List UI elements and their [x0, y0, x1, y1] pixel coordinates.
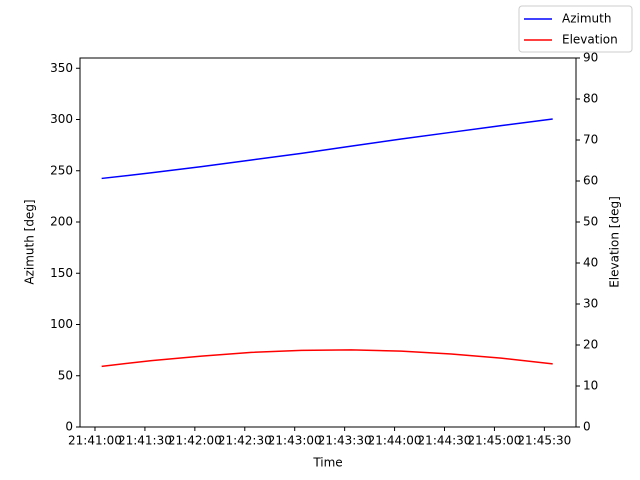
- y-tick-label: 350: [50, 61, 73, 75]
- legend-label: Elevation: [562, 33, 618, 47]
- y-tick-label: 50: [58, 368, 73, 382]
- legend-label: Azimuth: [562, 12, 611, 26]
- x-tick-label: 21:42:00: [168, 434, 222, 448]
- y-tick-label: 300: [50, 112, 73, 126]
- y2-tick-label: 20: [583, 338, 598, 352]
- y-tick-label: 150: [50, 266, 73, 280]
- y2-tick-label: 90: [583, 51, 598, 65]
- y-tick-label: 200: [50, 215, 73, 229]
- x-tick-label: 21:43:30: [318, 434, 372, 448]
- x-tick-label: 21:44:30: [418, 434, 472, 448]
- y-tick-label: 100: [50, 317, 73, 331]
- series-line: [101, 118, 553, 180]
- y2-axis-label: Elevation [deg]: [608, 196, 622, 288]
- x-axis-label: Time: [312, 456, 342, 470]
- x-tick-label: 21:41:00: [68, 434, 122, 448]
- x-tick-label: 21:45:30: [517, 434, 571, 448]
- y2-tick-label: 40: [583, 256, 598, 270]
- y2-tick-label: 80: [583, 92, 598, 106]
- y2-tick-label: 30: [583, 297, 598, 311]
- x-tick-label: 21:44:00: [368, 434, 422, 448]
- x-tick-label: 21:42:30: [218, 434, 272, 448]
- y-tick-label: 0: [65, 420, 73, 434]
- y2-tick-label: 10: [583, 379, 598, 393]
- plot-frame: [79, 57, 577, 428]
- y-axis-label: Azimuth [deg]: [23, 199, 37, 284]
- x-tick-label: 21:41:30: [118, 434, 172, 448]
- y2-tick-label: 50: [583, 215, 598, 229]
- series-line: [101, 349, 553, 368]
- y2-tick-label: 0: [583, 420, 591, 434]
- x-tick-label: 21:43:00: [268, 434, 322, 448]
- x-tick-label: 21:45:00: [467, 434, 521, 448]
- y-tick-label: 250: [50, 163, 73, 177]
- y2-tick-label: 60: [583, 174, 598, 188]
- y2-tick-label: 70: [583, 133, 598, 147]
